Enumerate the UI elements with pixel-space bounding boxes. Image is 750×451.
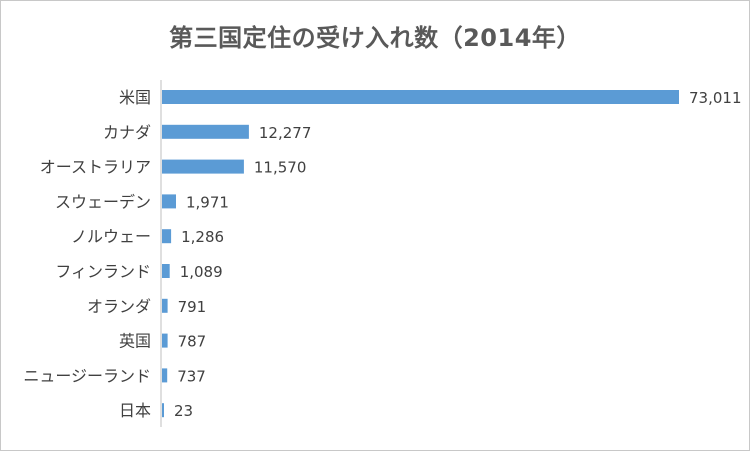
value-label-9: 23 <box>174 402 193 420</box>
value-label-8: 737 <box>177 367 206 385</box>
value-labels-group: 73,011 12,277 11,570 1,971 1,286 1,089 791 787 7… <box>174 89 742 420</box>
bar-9 <box>162 403 164 418</box>
category-label-6: オランダ <box>87 297 151 316</box>
category-label-1: カナダ <box>103 123 151 142</box>
category-label-3: スウェーデン <box>55 192 151 211</box>
bar-8 <box>162 368 168 383</box>
bar-3 <box>162 194 176 209</box>
category-label-5: フィンランド <box>55 262 151 281</box>
bar-2 <box>162 159 244 174</box>
value-label-7: 787 <box>178 333 207 351</box>
value-label-1: 12,277 <box>259 124 312 142</box>
category-label-8: ニュージーランド <box>23 366 151 385</box>
bar-1 <box>162 124 249 139</box>
category-label-4: ノルウェー <box>71 227 151 246</box>
bar-7 <box>162 333 168 348</box>
bar-0 <box>162 90 679 104</box>
bar-4 <box>162 229 172 244</box>
bars-group <box>162 90 679 418</box>
bar-6 <box>162 298 168 313</box>
value-label-5: 1,089 <box>180 263 223 281</box>
category-label-9: 日本 <box>119 401 151 420</box>
value-label-2: 11,570 <box>254 159 307 177</box>
value-label-3: 1,971 <box>186 193 229 211</box>
category-label-0: 米国 <box>119 88 151 107</box>
value-label-0: 73,011 <box>689 89 742 107</box>
bar-5 <box>162 264 170 278</box>
value-label-6: 791 <box>178 298 207 316</box>
category-labels-group: 米国カナダオーストラリアスウェーデンノルウェーフィンランドオランダ英国ニュージー… <box>23 88 151 420</box>
category-label-2: オーストラリア <box>40 158 151 177</box>
category-label-7: 英国 <box>119 332 151 351</box>
chart-title: 第三国定住の受け入れ数（2014年） <box>169 24 581 52</box>
value-label-4: 1,286 <box>181 228 224 246</box>
